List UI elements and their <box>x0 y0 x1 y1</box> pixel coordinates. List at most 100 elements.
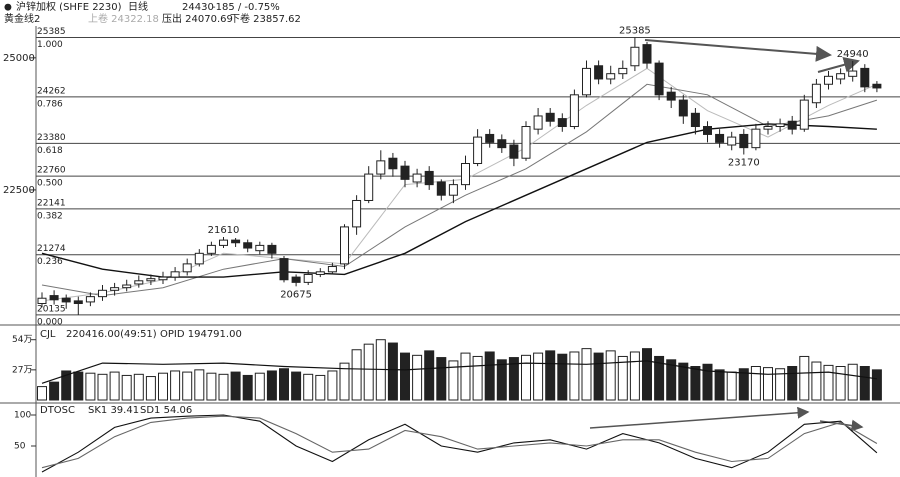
volume-bar <box>557 353 568 401</box>
price-change: -185 / -0.75% <box>212 2 280 13</box>
volume-bar <box>121 374 132 401</box>
volume-bar <box>85 372 96 401</box>
volume-bar <box>581 348 592 401</box>
volume-bar <box>847 363 858 401</box>
volume-bar <box>218 373 229 401</box>
candle-body <box>412 173 422 183</box>
candle-body <box>461 163 470 186</box>
candle-body <box>436 181 446 196</box>
candle-body <box>37 297 47 305</box>
candle-body <box>703 126 712 135</box>
volume-bar <box>387 342 398 401</box>
volume-bar <box>859 366 870 401</box>
volume-bar <box>484 351 495 401</box>
candle-body <box>727 136 737 146</box>
fib-price-label: 20135 <box>37 304 66 314</box>
candle-body <box>206 244 216 254</box>
volume-bar <box>690 366 701 401</box>
candle-body <box>545 112 555 122</box>
volume-bar <box>242 374 253 401</box>
indicator-name[interactable]: 黄金线2 <box>4 12 40 25</box>
candle-body <box>642 44 652 64</box>
trend-arrow <box>589 406 810 429</box>
candle-body <box>824 75 833 85</box>
candle-body <box>424 170 434 186</box>
low-label: 23170 <box>728 158 760 169</box>
candle-body <box>836 73 846 80</box>
candle-body <box>557 118 567 128</box>
volume-info: 220416.00(49:51) <box>66 329 157 340</box>
volume-bar <box>714 369 725 401</box>
volume-bar <box>363 343 374 401</box>
candle-body <box>678 99 688 117</box>
last-price: 24430 <box>182 2 214 13</box>
candle-body <box>690 112 700 128</box>
oscillator-info: SK1 39.41 <box>88 405 139 416</box>
volume-bar <box>303 373 314 401</box>
volume-bar <box>642 348 652 401</box>
volume-bar <box>835 366 846 401</box>
volume-bar <box>775 368 786 401</box>
indicator-value: 上卷 24322.18 <box>88 12 159 25</box>
fib-ratio-label: 0.500 <box>37 179 63 189</box>
period[interactable]: 日线 <box>128 0 148 13</box>
candle-body <box>122 284 132 289</box>
volume-bar <box>327 370 338 401</box>
volume-bar <box>702 363 713 401</box>
candle-body <box>630 46 640 67</box>
candle-body <box>388 157 398 170</box>
line-series <box>41 360 877 384</box>
candle-body <box>243 242 253 249</box>
high-label: 25385 <box>619 25 651 36</box>
fib-price-label: 24262 <box>37 86 66 96</box>
volume-bar <box>545 350 556 401</box>
candle-body <box>182 263 192 273</box>
volume-bar <box>460 352 471 401</box>
y-tick-label: 54万 <box>12 335 32 345</box>
trend-arrow <box>644 39 832 62</box>
volume-bar <box>170 370 181 401</box>
volume-bar <box>871 369 882 401</box>
volume-bar <box>145 376 156 401</box>
candle-body <box>98 289 107 298</box>
candle-body <box>231 239 241 244</box>
fib-ratio-label: 0.786 <box>37 99 63 109</box>
candle-body <box>134 280 144 285</box>
volume-bar <box>678 362 689 401</box>
volume-bar <box>73 371 84 401</box>
volume-bar <box>279 368 289 401</box>
volume-bar <box>49 381 60 401</box>
candle-body <box>569 94 579 128</box>
volume-bar <box>266 370 277 401</box>
candle-body <box>303 273 313 283</box>
volume-bar <box>158 372 168 401</box>
candle-body <box>61 297 71 303</box>
candle-body <box>739 133 749 149</box>
candle-body <box>219 239 228 246</box>
volume-bar <box>750 366 761 401</box>
candle-body <box>666 91 676 101</box>
candle-body <box>848 70 858 77</box>
indicator-value: 压出 24070.69 <box>162 12 233 25</box>
oscillator-info: SD1 54.06 <box>140 405 192 416</box>
candle-body <box>194 252 204 265</box>
candle-body <box>763 126 773 130</box>
volume-bar <box>666 359 677 401</box>
candle-body <box>364 173 374 201</box>
line-series <box>41 415 878 469</box>
fib-ratio-label: 0.618 <box>37 146 63 156</box>
volume-title[interactable]: CJL <box>40 329 56 340</box>
candle-body <box>618 67 628 75</box>
volume-bar <box>61 370 72 401</box>
candle-body <box>497 139 507 149</box>
fib-price-label: 25385 <box>37 27 66 37</box>
candle-body <box>327 266 337 273</box>
candle-body <box>255 244 265 252</box>
candle-body <box>279 258 289 281</box>
candle-body <box>85 296 95 303</box>
oscillator-title[interactable]: DTOSC <box>40 405 75 416</box>
y-tick-label: 50 <box>14 442 26 452</box>
volume-bar <box>206 372 217 401</box>
